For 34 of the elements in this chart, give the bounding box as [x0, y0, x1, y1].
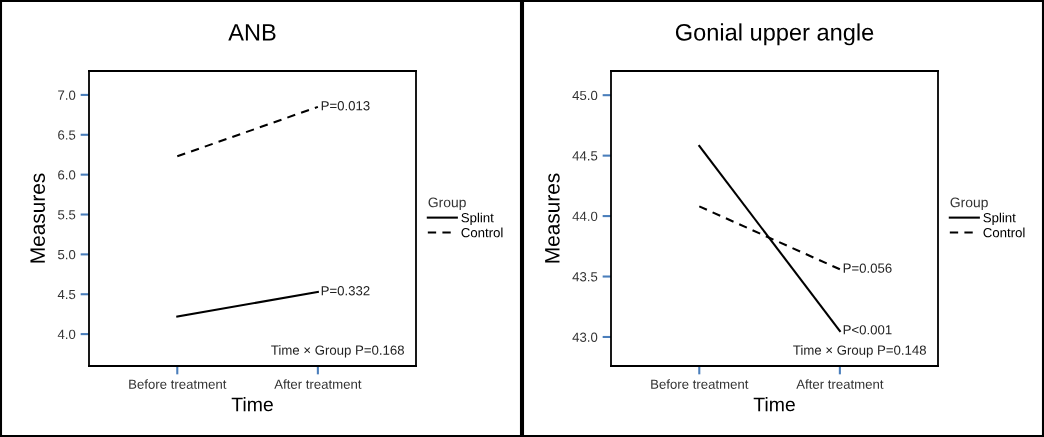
x-tick-label: After treatment — [274, 379, 362, 389]
y-tick-label: 44.0 — [572, 211, 598, 221]
y-tick-label: 6.5 — [58, 130, 76, 140]
legend-title: Group — [428, 197, 466, 211]
legend-label: Control — [983, 227, 1025, 238]
y-tick-label: 5.5 — [57, 210, 76, 220]
annotation: P<0.001 — [843, 325, 892, 335]
x-tick-label: After treatment — [796, 379, 884, 389]
y-tick-label: 6.0 — [58, 170, 76, 180]
y-tick-label: 4.0 — [57, 329, 76, 340]
chart-title: ANB — [228, 24, 276, 41]
legend-label: Control — [461, 227, 503, 238]
y-axis-title: Measures — [545, 173, 560, 263]
x-tick-label: Before treatment — [129, 379, 227, 389]
legend-title: Group — [950, 197, 988, 211]
y-tick-label: 43.5 — [572, 272, 598, 282]
annotation: P=0.056 — [843, 263, 892, 273]
x-axis-title: Time — [753, 397, 795, 412]
chart-title: Gonial upper angle — [675, 23, 874, 46]
annotation: P=0.332 — [321, 286, 370, 296]
y-tick-label: 5.0 — [57, 249, 76, 260]
annotation: P=0.013 — [321, 101, 370, 111]
y-tick-label: 7.0 — [58, 90, 76, 100]
legend-label: Splint — [461, 212, 494, 225]
annotation: Time × Group P=0.168 — [271, 345, 404, 358]
legend-label: Splint — [983, 212, 1016, 225]
y-axis-title: Measures — [30, 173, 46, 263]
y-tick-label: 44.5 — [572, 151, 598, 161]
x-tick-label: Before treatment — [651, 379, 749, 389]
x-axis-title: Time — [231, 397, 273, 412]
y-tick-label: 45.0 — [572, 90, 598, 101]
annotation: Time × Group P=0.148 — [793, 345, 926, 358]
y-tick-label: 4.5 — [57, 289, 76, 300]
y-tick-label: 43.0 — [572, 332, 598, 342]
